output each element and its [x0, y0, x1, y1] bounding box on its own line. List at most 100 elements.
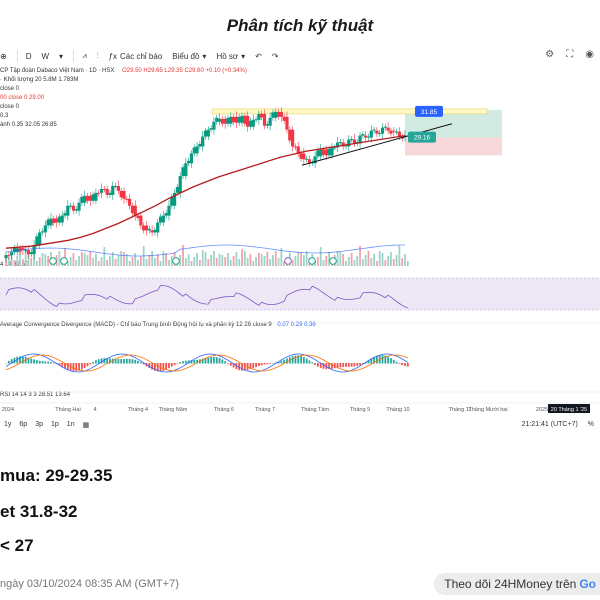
candle-body — [175, 186, 180, 193]
macd-histogram-bar — [297, 355, 300, 364]
macd-histogram-bar — [294, 355, 297, 364]
volume-bar — [182, 245, 184, 266]
camera-icon[interactable]: ◉ — [585, 49, 594, 60]
macd-histogram-bar — [249, 363, 252, 370]
macd-histogram-bar — [204, 358, 207, 364]
candle-body — [262, 113, 267, 126]
candle-body — [63, 213, 67, 216]
legend-symbol[interactable]: CP Tập đoàn Dabaco Việt Nam · 1D · HSX — [0, 68, 115, 74]
entry-price-label: 29.16 — [414, 135, 431, 142]
macd-histogram-bar — [30, 358, 33, 364]
candle-body — [389, 130, 393, 134]
range-1p-button[interactable]: 1p — [51, 421, 59, 428]
redo-icon[interactable]: ↷ — [271, 51, 279, 61]
macd-histogram-bar — [280, 360, 283, 364]
x-tick-label: Tháng 7 — [255, 407, 275, 413]
candle-body — [268, 117, 272, 126]
target-price-label: 31.85 — [421, 109, 438, 116]
macd-histogram-bar — [404, 363, 406, 367]
volume-bar — [302, 255, 305, 266]
range-3p-button[interactable]: 3p — [35, 421, 43, 428]
volume-bar — [353, 260, 356, 266]
candle-body — [83, 195, 87, 203]
macd-histogram-bar — [241, 363, 243, 371]
macd-histogram-bar — [314, 363, 316, 365]
range-6p-button[interactable]: 6p — [19, 421, 28, 428]
volume-bar — [381, 253, 384, 266]
volume-bar — [30, 258, 33, 266]
candle-body — [220, 118, 224, 124]
macd-histogram-bar — [52, 362, 55, 364]
price-chart[interactable]: 2024 Tháng Hai 4 Tháng 4 Tháng Năm Tháng 6 Thá… — [0, 60, 600, 418]
candle-body — [217, 118, 222, 122]
macd-histogram-bar — [128, 358, 131, 364]
x-tick-label: Tháng 11 — [449, 407, 472, 413]
volume-bar — [24, 249, 27, 266]
candle-body — [32, 245, 36, 255]
candle-body — [40, 231, 45, 233]
range-1y-button[interactable]: 1y — [4, 421, 12, 428]
add-symbol-icon[interactable]: ⊕ — [0, 51, 7, 61]
interval-w-button[interactable]: W — [41, 51, 50, 61]
chevron-down-icon[interactable]: ▾ — [59, 51, 64, 61]
candle-body — [229, 116, 233, 124]
settings-gear-icon[interactable]: ⚙ — [545, 49, 555, 60]
candle-body — [57, 216, 61, 223]
macd-histogram-bar — [131, 359, 134, 364]
volume-bar — [373, 254, 375, 266]
candle-body — [156, 222, 160, 233]
macd-histogram-bar — [75, 363, 78, 372]
chart-type-button[interactable]: Biểu đồ ▾ — [172, 51, 207, 61]
compare-icon[interactable]: ⩘ — [82, 51, 87, 60]
indicators-button[interactable]: ƒx Các chỉ báo — [109, 52, 163, 61]
profile-label: Hồ sơ — [216, 51, 239, 61]
page-title: Phân tích kỹ thuật — [226, 16, 374, 35]
candles-layer — [4, 107, 407, 262]
candle-body — [212, 121, 216, 130]
candle-body — [341, 142, 345, 147]
volume-bar — [401, 258, 404, 266]
candle-body — [38, 232, 42, 246]
macd-histogram-bar — [111, 358, 114, 364]
follow-button[interactable]: Theo dõi 24HMoney trên Go — [434, 573, 600, 595]
volume-bar — [204, 252, 207, 266]
macd-histogram-bar — [218, 358, 221, 364]
volume-bar — [41, 253, 44, 266]
legend-volume: · Khối lượng 20 5.8M 1.783M — [0, 77, 78, 83]
macd-histogram-bar — [260, 363, 263, 366]
macd-histogram-bar — [125, 358, 128, 364]
macd-histogram-bar — [72, 363, 75, 372]
candle-body — [358, 135, 362, 144]
macd-histogram-bar — [21, 356, 24, 364]
calendar-icon[interactable]: ▦ — [82, 422, 90, 429]
candle-body — [316, 150, 320, 157]
candle-body — [206, 129, 210, 137]
volume-bar — [38, 257, 41, 266]
macd-histogram-bar — [86, 363, 89, 367]
macd-histogram-bar — [89, 363, 92, 365]
macd-histogram-bar — [361, 363, 364, 364]
fullscreen-icon[interactable]: ⛶ — [566, 49, 574, 60]
volume-bar — [229, 260, 232, 266]
range-1n-button[interactable]: 1n — [66, 421, 75, 428]
profile-button[interactable]: Hồ sơ ▾ — [216, 51, 246, 61]
macd-histogram-bar — [27, 357, 30, 364]
candle-body — [21, 248, 25, 251]
candles-icon[interactable]: ⫶ — [96, 51, 99, 60]
interval-d-button[interactable]: D — [25, 51, 32, 61]
macd-histogram-bar — [196, 359, 198, 364]
legend-bottom: RSI 14 14 3 3 28.51 13.64 — [0, 392, 70, 398]
candle-body — [335, 142, 340, 148]
volume-bar — [83, 253, 86, 266]
candle-body — [195, 146, 199, 154]
candle-body — [313, 156, 317, 164]
candle-body — [319, 149, 323, 157]
x-axis: 2024 Tháng Hai 4 Tháng 4 Tháng Năm Tháng 6 Thá… — [0, 402, 600, 413]
percent-toggle[interactable]: % — [587, 421, 594, 428]
volume-bar — [86, 255, 89, 266]
macd-histogram-bar — [392, 359, 395, 364]
x-tick-label: 2024 — [2, 407, 14, 413]
volume-bar — [249, 254, 252, 266]
volume-bar — [44, 254, 47, 266]
undo-icon[interactable]: ↶ — [255, 51, 262, 61]
